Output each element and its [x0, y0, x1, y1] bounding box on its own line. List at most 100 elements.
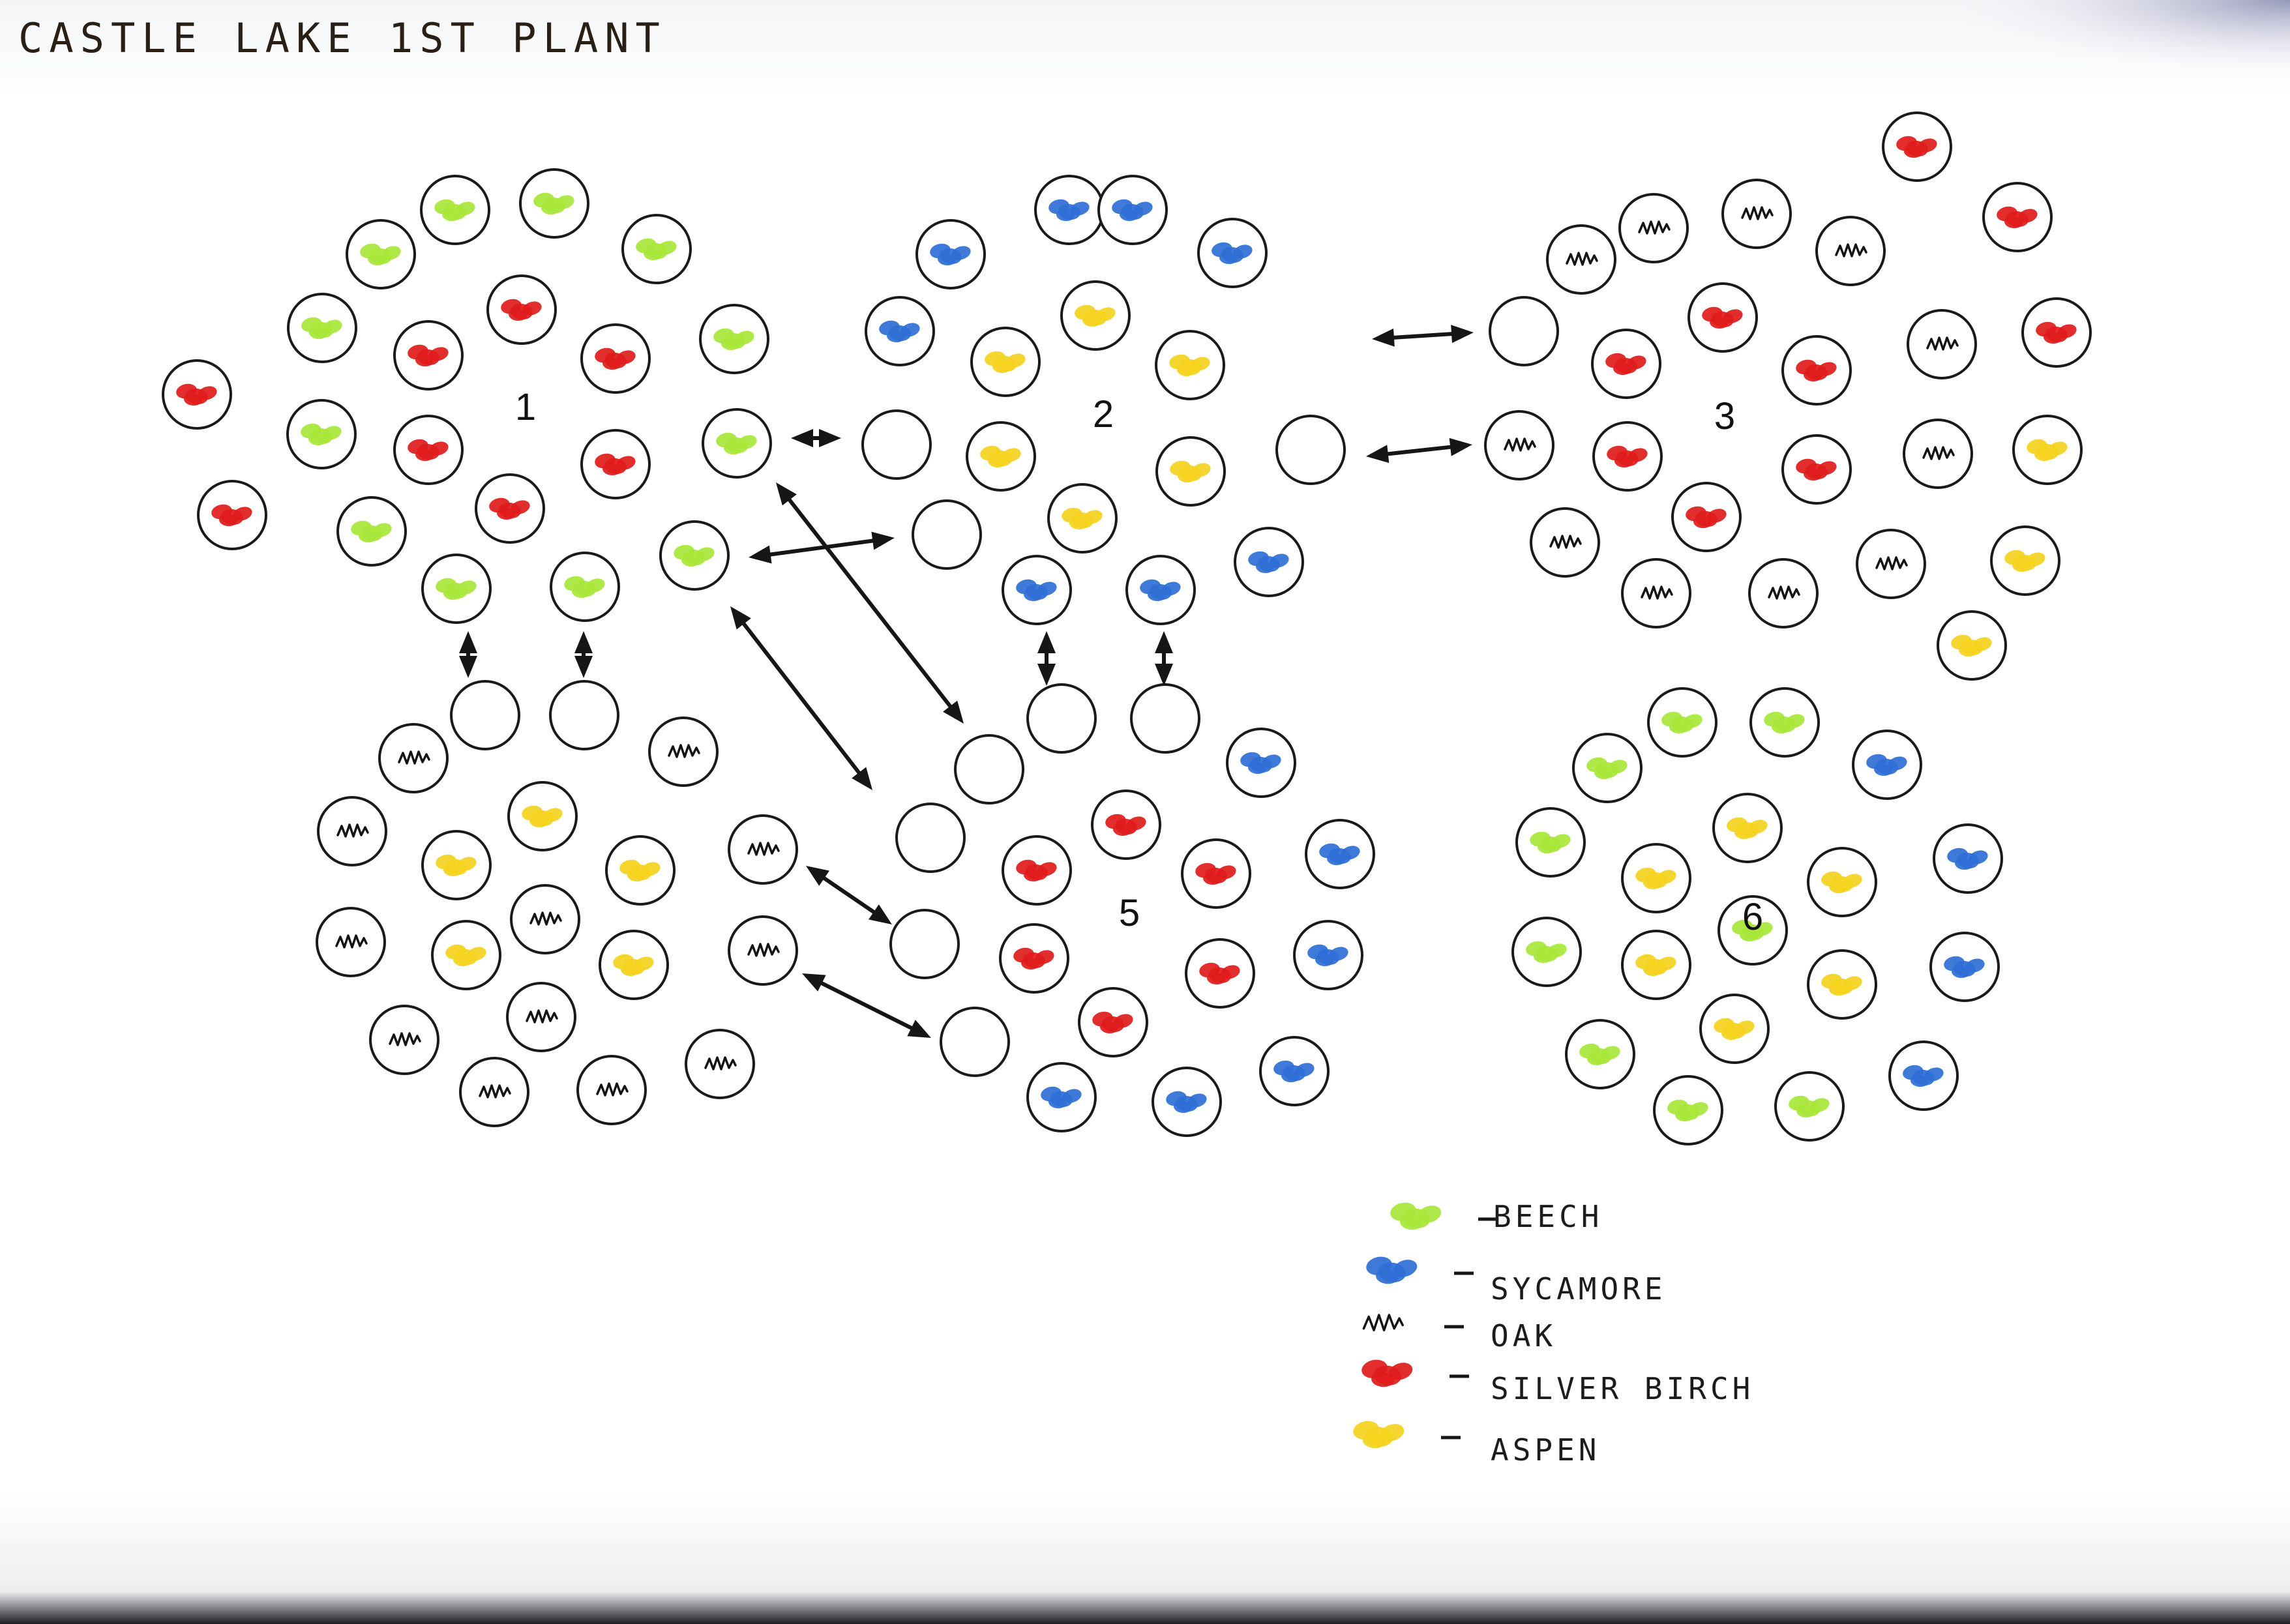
planting-circle: [912, 499, 982, 570]
sycamore-icon: [1903, 1065, 1944, 1087]
aspen-icon: [1727, 817, 1768, 840]
silver-birch-icon: [1016, 859, 1057, 882]
oak-plant: [1721, 179, 1792, 249]
empty-planting-spot: [954, 734, 1024, 805]
beech-icon: [713, 328, 754, 351]
oak-plant: [316, 907, 386, 977]
aspen-legend-mark: [1353, 1421, 1405, 1449]
planting-circle: [954, 734, 1024, 805]
sycamore-icon: [1307, 944, 1348, 967]
oak-plant: [369, 1005, 439, 1075]
aspen-plant: [1621, 843, 1691, 913]
aspen-plant: [1155, 436, 1226, 507]
sycamore-legend-mark: [1366, 1256, 1418, 1284]
sycamore-icon: [1041, 1086, 1082, 1109]
silver-birch-icon: [595, 347, 636, 370]
silver-birch-plant: [1982, 182, 2053, 252]
oak-plant: [1903, 419, 1973, 489]
oak-icon: [389, 1032, 421, 1046]
beech-icon: [1579, 1043, 1620, 1066]
beech-icon: [716, 432, 757, 455]
oak-plant: [317, 796, 387, 866]
silver-birch-plant: [162, 359, 232, 430]
silver-birch-plant: [580, 323, 651, 394]
planting-circle: [1026, 683, 1097, 754]
sycamore-icon: [1166, 1091, 1207, 1114]
sycamore-icon: [1112, 199, 1153, 222]
sycamore-plant: [1293, 920, 1363, 990]
sycamore-plant: [1125, 555, 1196, 625]
legend-item-oak: OAK: [1362, 1314, 1553, 1353]
beech-plant: [1565, 1019, 1635, 1089]
sycamore-plant: [1929, 932, 2000, 1002]
aspen-icon: [1714, 1018, 1755, 1041]
silver-birch-plant: [393, 320, 464, 391]
aspen-icon: [1821, 871, 1862, 894]
beech-plant: [699, 304, 769, 374]
sycamore-plant: [1226, 728, 1296, 798]
aspen-plant: [1699, 994, 1770, 1064]
arrow-layer: [459, 325, 1474, 1038]
sycamore-plant: [1197, 218, 1268, 288]
beech-plant: [1515, 807, 1586, 878]
oak-swatch-icon: [1362, 1314, 1464, 1332]
sycamore-icon: [1240, 752, 1281, 775]
silver-birch-plant: [1882, 111, 1952, 182]
empty-planting-spot: [450, 680, 520, 750]
oak-icon: [335, 934, 368, 949]
silver-birch-icon: [1796, 458, 1837, 481]
aspen-plant: [421, 830, 492, 900]
oak-legend-mark: [1362, 1314, 1404, 1332]
aspen-plant: [1807, 949, 1877, 1020]
sycamore-plant: [1888, 1041, 1959, 1111]
aspen-plant: [1807, 847, 1877, 917]
silver-birch-icon: [1997, 206, 2038, 229]
planting-circle: [1275, 415, 1346, 485]
oak-plant: [648, 716, 719, 787]
legend-item-beech: BEECH: [1390, 1199, 1599, 1234]
silver-birch-icon: [2036, 321, 2077, 344]
oak-plant: [1815, 216, 1886, 286]
legend-label-aspen: ASPEN: [1491, 1432, 1600, 1468]
double-arrow-icon: [1366, 437, 1472, 464]
double-arrow-icon: [1372, 325, 1474, 347]
silver-birch-plant: [1078, 987, 1148, 1057]
silver-birch-plant: [197, 480, 267, 550]
oak-icon: [1926, 336, 1959, 351]
beech-icon: [533, 192, 574, 215]
beech-plant: [621, 214, 692, 284]
beech-icon: [1789, 1095, 1830, 1118]
oak-plant: [728, 814, 798, 885]
beech-plant: [550, 552, 620, 622]
oak-icon: [1566, 252, 1598, 266]
empty-planting-spot: [1026, 683, 1097, 754]
oak-plant: [728, 915, 798, 986]
beech-plant: [1647, 687, 1718, 758]
beech-icon: [1526, 941, 1567, 964]
silver-birch-plant: [1671, 482, 1742, 552]
beech-icon: [436, 578, 477, 600]
silver-birch-icon: [211, 504, 252, 527]
silver-birch-plant: [1181, 838, 1251, 909]
beech-icon: [360, 243, 401, 266]
plant-layer: [162, 111, 2092, 1145]
silver-birch-icon: [1092, 1011, 1133, 1034]
beech-icon: [674, 544, 715, 567]
aspen-icon: [1075, 304, 1116, 327]
aspen-icon: [1635, 867, 1676, 890]
aspen-icon: [1951, 634, 1992, 657]
oak-icon: [526, 1009, 558, 1024]
sycamore-plant: [1852, 730, 1922, 800]
sycamore-icon: [1212, 242, 1253, 265]
aspen-icon: [1169, 354, 1210, 377]
oak-icon: [704, 1056, 737, 1070]
silver-birch-icon: [408, 344, 449, 367]
beech-legend-mark: [1390, 1202, 1442, 1230]
sycamore-icon: [1947, 848, 1988, 870]
sycamore-plant: [1026, 1062, 1097, 1132]
oak-plant: [1484, 410, 1554, 480]
legend-item-silver-birch: SILVER BIRCH: [1361, 1359, 1750, 1406]
planting-circle: [450, 680, 520, 750]
aspen-icon: [619, 859, 661, 882]
